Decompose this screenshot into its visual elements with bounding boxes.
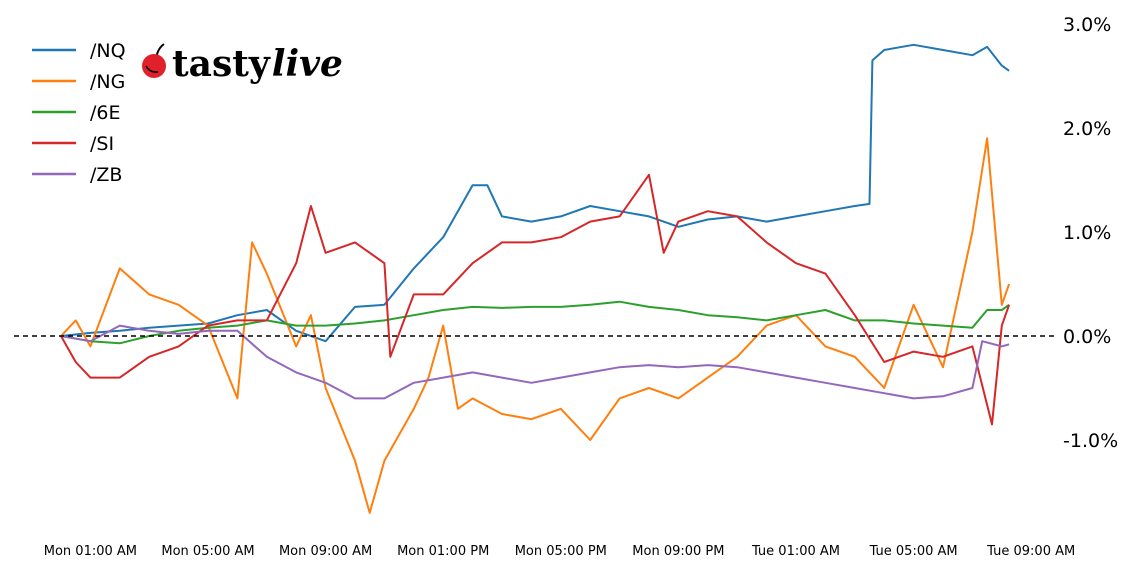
y-tick-label: 0.0% xyxy=(1063,326,1111,348)
cherry-highlight-icon xyxy=(145,65,159,73)
y-tick-label: -1.0% xyxy=(1063,430,1118,452)
y-tick-label: 1.0% xyxy=(1063,222,1111,244)
y-axis: 3.0% 2.0% 1.0% 0.0% -1.0% xyxy=(1063,14,1118,452)
legend-label: /NG xyxy=(90,71,125,93)
legend-label: /SI xyxy=(90,133,114,155)
x-axis: Mon 01:00 AM Mon 05:00 AM Mon 09:00 AM Mon … xyxy=(44,544,1075,559)
x-tick-label: Mon 09:00 PM xyxy=(632,544,724,559)
x-tick-label: Mon 05:00 PM xyxy=(515,544,607,559)
tastylive-logo: tasty live xyxy=(142,43,343,85)
series-line-ng xyxy=(60,137,1011,514)
series-line-zb xyxy=(60,324,1010,400)
series-line-6e xyxy=(60,300,1010,345)
legend-label: /ZB xyxy=(90,164,122,186)
logo-text-accent: live xyxy=(272,43,343,85)
y-tick-label: 2.0% xyxy=(1063,118,1111,140)
x-tick-label: Tue 09:00 AM xyxy=(986,544,1075,559)
x-tick-label: Tue 05:00 AM xyxy=(869,544,958,559)
legend: /NQ/NG/6E/SI/ZB xyxy=(32,40,126,186)
logo-text-main: tasty xyxy=(172,43,271,85)
cherry-icon xyxy=(142,54,166,78)
x-tick-label: Mon 05:00 AM xyxy=(161,544,254,559)
legend-label: /NQ xyxy=(90,40,126,62)
series-line-si xyxy=(60,173,1011,426)
y-tick-label: 3.0% xyxy=(1063,14,1111,36)
x-tick-label: Mon 01:00 AM xyxy=(44,544,137,559)
x-tick-label: Tue 01:00 AM xyxy=(751,544,840,559)
legend-label: /6E xyxy=(90,102,121,124)
series-layer xyxy=(60,43,1011,514)
x-tick-label: Mon 01:00 PM xyxy=(397,544,489,559)
series-line-nq xyxy=(60,43,1010,343)
x-tick-label: Mon 09:00 AM xyxy=(279,544,372,559)
